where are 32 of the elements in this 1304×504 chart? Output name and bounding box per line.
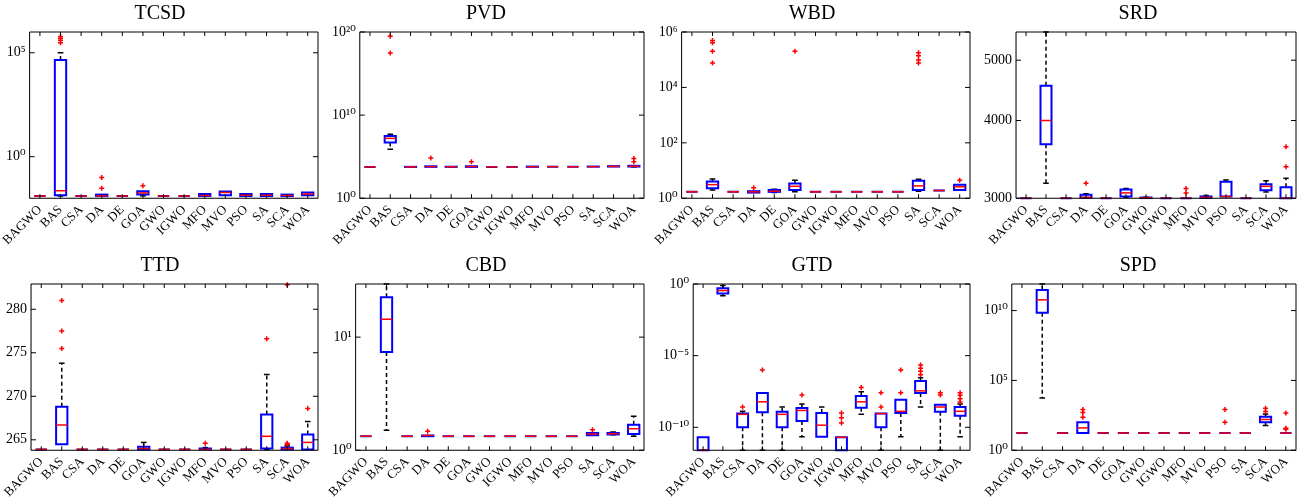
y-tick-label: 10⁰ xyxy=(5,148,26,164)
y-tick-label: 10⁴ xyxy=(658,79,678,95)
y-tick-label: 10⁰ xyxy=(331,441,352,457)
chart-title: CBD xyxy=(465,253,507,276)
y-tick-label: 10⁵ xyxy=(6,44,26,60)
chart-title: PVD xyxy=(465,1,507,24)
y-tick-label: 5000 xyxy=(984,51,1012,67)
chart-title: TCSD xyxy=(134,1,186,24)
y-tick-label: 10⁰ xyxy=(988,441,1009,457)
y-tick-label: 275 xyxy=(6,344,27,360)
y-tick-label: 10⁰ xyxy=(669,275,690,291)
chart-title: SRD xyxy=(1118,1,1158,24)
y-tick-label: 10¹⁰ xyxy=(332,106,357,122)
y-tick-label: 10⁵ xyxy=(988,372,1008,388)
y-tick-label: 10⁰ xyxy=(336,189,357,205)
y-tick-label: 270 xyxy=(6,387,27,403)
chart-title: TTD xyxy=(140,253,180,276)
y-tick-label: 10² xyxy=(659,134,678,150)
y-tick-label: 4000 xyxy=(984,112,1012,128)
y-tick-label: 10⁰ xyxy=(657,189,678,205)
chart-title: WBD xyxy=(788,1,836,24)
y-tick-label: 265 xyxy=(6,431,27,447)
y-tick-label: 10⁶ xyxy=(658,23,678,39)
y-tick-label: 10²⁰ xyxy=(332,23,357,39)
y-tick-label: 3000 xyxy=(984,189,1012,205)
chart-title: GTD xyxy=(791,253,833,276)
chart-title: SPD xyxy=(1119,253,1157,276)
y-tick-label: 280 xyxy=(6,300,27,316)
y-tick-label: 10¹⁰ xyxy=(984,302,1009,318)
y-tick-label: 10⁻¹⁰ xyxy=(658,418,690,434)
y-tick-label: 10⁻⁵ xyxy=(662,347,690,363)
y-tick-label: 10¹ xyxy=(333,328,352,344)
